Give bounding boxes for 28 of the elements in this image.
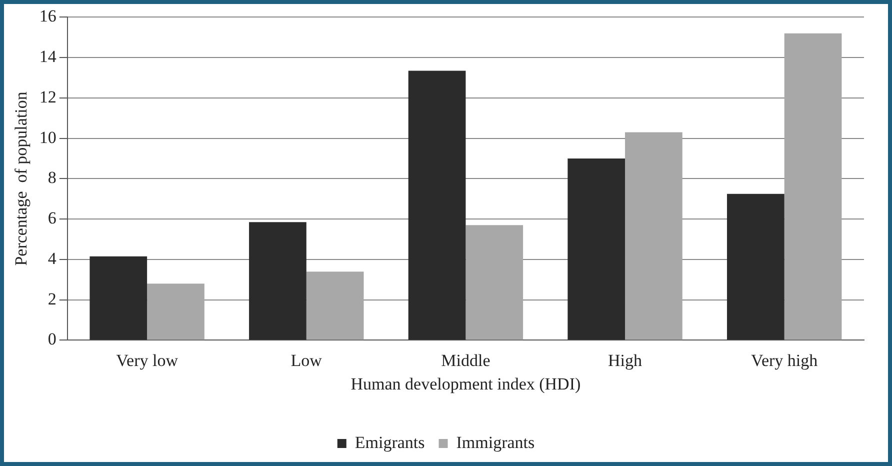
bar	[147, 284, 204, 340]
bar	[625, 132, 682, 340]
y-tick-label: 8	[48, 168, 56, 188]
y-tick-label: 10	[39, 128, 56, 147]
bar	[466, 225, 524, 340]
bar	[784, 33, 842, 340]
legend-label: Emigrants	[354, 432, 425, 452]
x-tick-label: Middle	[441, 350, 490, 370]
y-tick-label: 14	[39, 47, 57, 66]
bar	[306, 272, 364, 340]
y-axis-title: Percentage of population	[12, 91, 31, 266]
x-tick-label: Very high	[751, 350, 818, 370]
y-tick-label: 2	[48, 289, 56, 308]
x-tick-label: Low	[290, 350, 323, 370]
y-tick-label: 0	[48, 330, 56, 349]
bar	[90, 256, 148, 340]
bar	[568, 158, 626, 340]
bar	[726, 194, 784, 340]
y-tick-label: 4	[48, 248, 57, 268]
y-tick-label: 6	[48, 208, 56, 228]
x-axis-title: Human development index (HDI)	[350, 374, 581, 394]
legend-label: Immigrants	[456, 432, 535, 452]
y-tick-label: 12	[39, 87, 56, 106]
y-tick-label: 16	[39, 6, 56, 26]
bar	[408, 70, 466, 340]
bar	[249, 222, 306, 340]
x-tick-label: High	[608, 350, 643, 370]
x-tick-label: Very low	[116, 350, 179, 370]
